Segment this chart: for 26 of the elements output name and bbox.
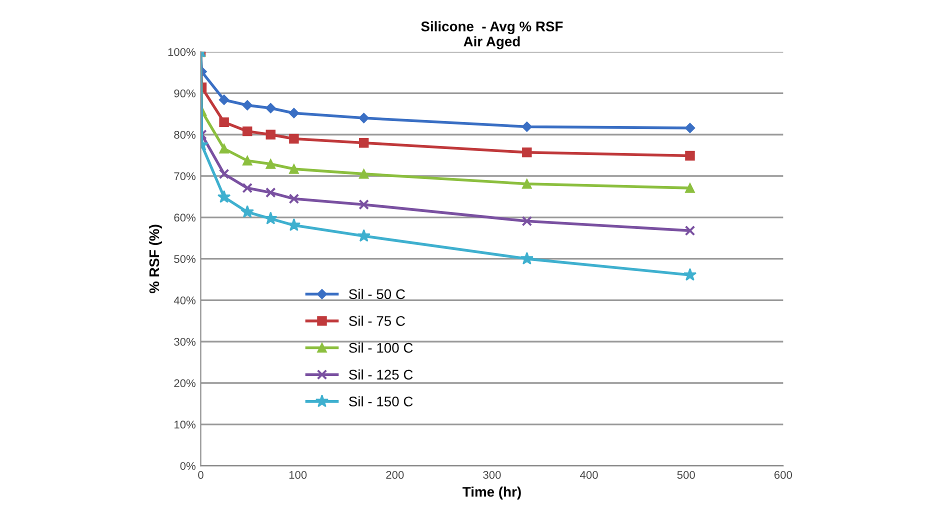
y-tick-label: 0% [180,462,196,470]
y-tick-label: 80% [174,130,196,139]
y-tick-label: 40% [174,296,196,304]
y-tick-label: 100% [168,48,196,56]
y-tick-label: 50% [174,255,196,263]
y-tick-label: 70% [174,172,196,180]
legend-label: Sil - 100 C [349,342,413,353]
y-tick-label: 10% [174,420,196,429]
y-tick-label: 90% [174,89,196,98]
x-tick-label: 0 [198,470,204,479]
legend-label: Sil - 125 C [349,369,413,380]
legend-label: Sil - 75 C [349,316,405,326]
y-tick-label: 30% [174,338,196,346]
x-tick-label: 300 [483,470,501,479]
legend-label: Sil - 50 C [349,288,405,300]
y-axis-title: % RSF (%) [148,224,162,294]
x-tick-label: 500 [677,470,695,479]
y-tick-label: 20% [174,379,196,388]
x-tick-label: 600 [774,470,792,479]
x-tick-label: 100 [289,470,307,479]
x-tick-label: 200 [386,470,404,479]
legend-label: Sil - 150 C [349,396,413,406]
y-tick-label: 60% [174,214,196,222]
chart-title: Silicone - Avg % RSF Air Aged [421,21,563,50]
x-tick-label: 400 [580,470,598,479]
x-axis-title: Time (hr) [462,486,521,500]
